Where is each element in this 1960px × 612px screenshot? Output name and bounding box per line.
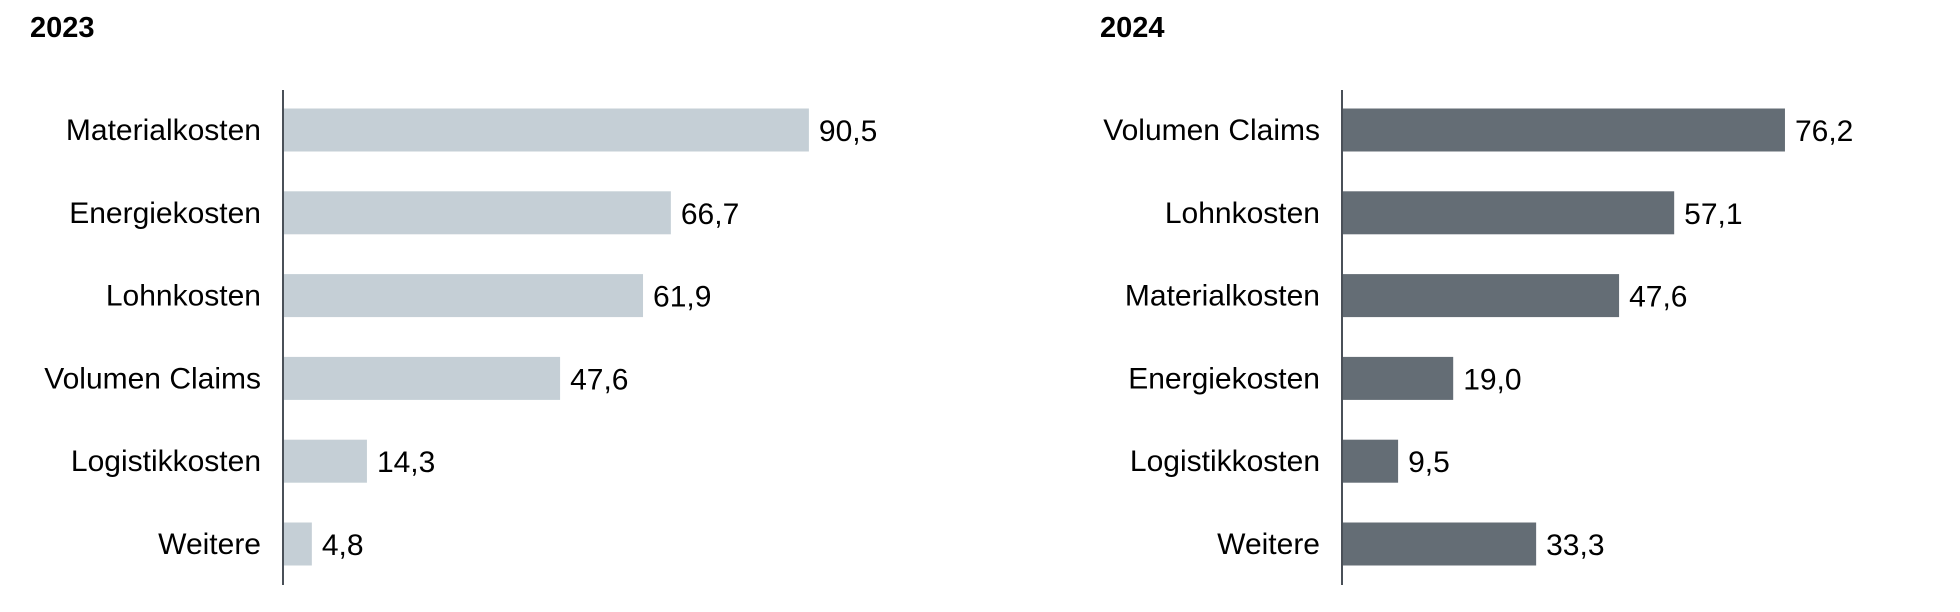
value-label: 4,8 <box>322 529 364 562</box>
value-label: 90,5 <box>819 115 877 148</box>
category-label: Logistikkosten <box>1130 445 1320 478</box>
category-label: Energiekosten <box>1128 362 1320 395</box>
bar <box>284 108 809 152</box>
chart-title: 2024 <box>1100 12 1165 44</box>
value-label: 33,3 <box>1546 529 1604 562</box>
bar <box>284 274 644 318</box>
chart-2024: 2024 Volumen Claims 76,2 Lohnkosten 57,1 Mat… <box>1060 0 1960 612</box>
bar <box>284 191 671 235</box>
bar <box>1343 191 1675 235</box>
bar <box>284 522 312 566</box>
category-label: Lohnkosten <box>1165 197 1320 230</box>
category-label: Weitere <box>158 528 261 561</box>
bar <box>284 439 367 483</box>
chart-title: 2023 <box>30 12 95 44</box>
category-label: Logistikkosten <box>71 445 261 478</box>
value-label: 9,5 <box>1408 446 1450 479</box>
value-label: 47,6 <box>1629 281 1687 314</box>
chart-2023: 2023 Materialkosten 90,5 Energiekosten 66,7… <box>30 12 877 585</box>
value-label: 57,1 <box>1684 198 1742 231</box>
bar <box>1343 439 1399 483</box>
category-label: Lohnkosten <box>106 280 261 313</box>
bar <box>1343 108 1785 152</box>
value-label: 14,3 <box>377 446 435 479</box>
value-label: 47,6 <box>570 363 628 396</box>
category-label: Energiekosten <box>69 197 261 230</box>
category-label: Materialkosten <box>1125 280 1320 313</box>
bar <box>1343 274 1620 318</box>
category-label: Weitere <box>1217 528 1320 561</box>
value-label: 61,9 <box>653 281 711 314</box>
bar <box>1343 356 1454 400</box>
value-label: 19,0 <box>1463 363 1521 396</box>
bar <box>284 356 561 400</box>
chart-2023-plot: Materialkosten 90,5 Energiekosten 66,7 Lohnk… <box>44 90 877 585</box>
bar <box>1343 522 1537 566</box>
chart-2024-plot: Volumen Claims 76,2 Lohnkosten 57,1 Material… <box>1103 90 1853 585</box>
category-label: Volumen Claims <box>44 362 261 395</box>
value-label: 76,2 <box>1795 115 1853 148</box>
category-label: Volumen Claims <box>1103 114 1320 147</box>
category-label: Materialkosten <box>66 114 261 147</box>
value-label: 66,7 <box>681 198 739 231</box>
